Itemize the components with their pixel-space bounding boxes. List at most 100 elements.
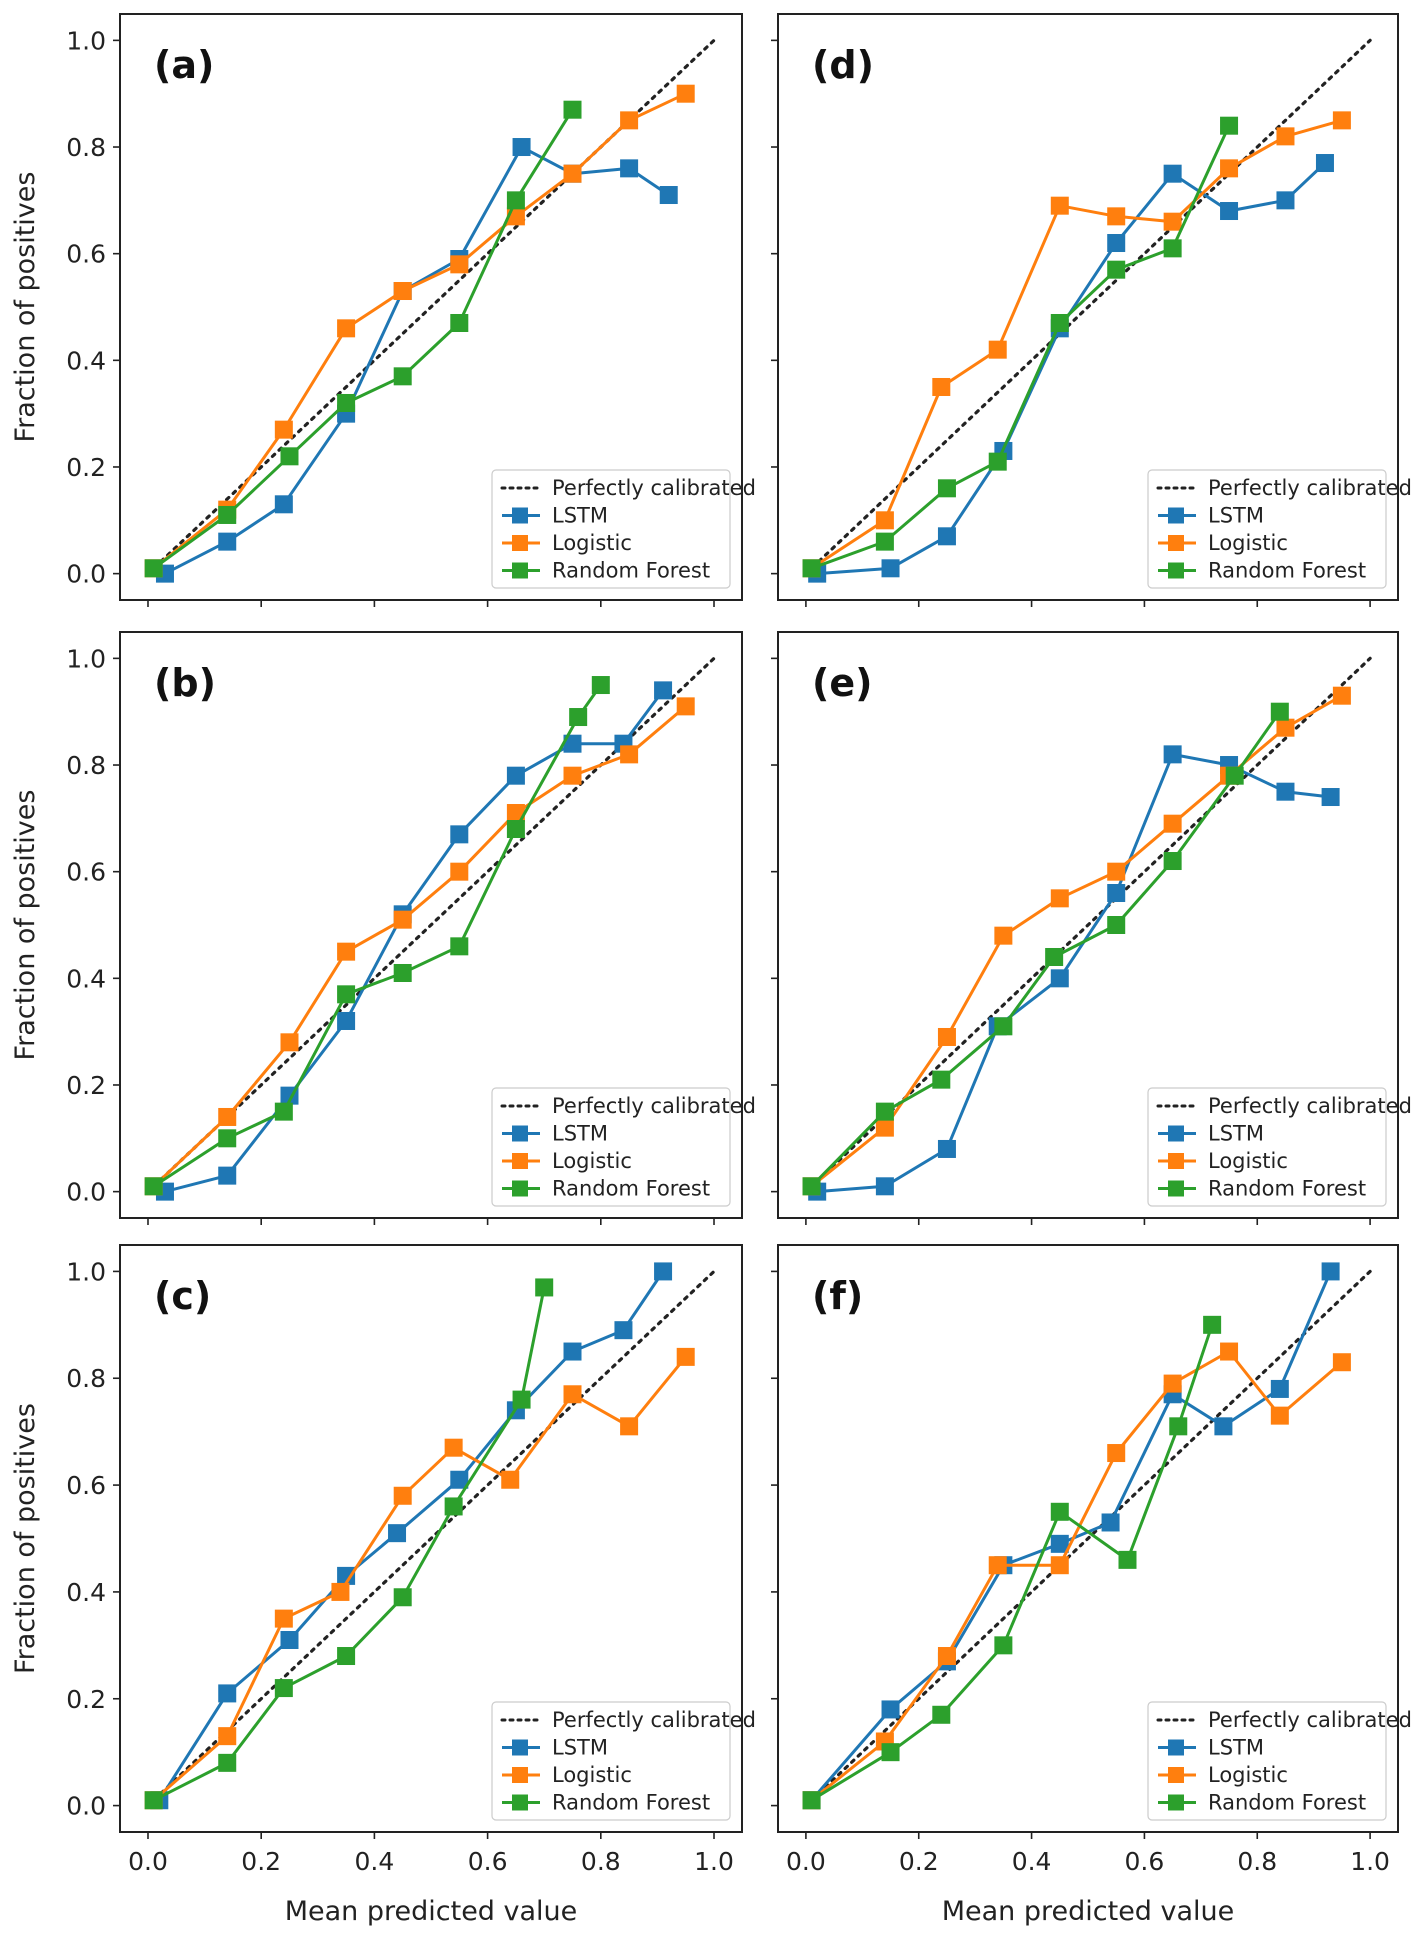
lstm-point (1315, 154, 1334, 173)
y-tick-label: 0.8 (66, 751, 106, 780)
x-axis-label: Mean predicted value (285, 1896, 578, 1927)
y-tick-label: 1.0 (66, 644, 106, 673)
logistic-point (1107, 862, 1126, 881)
x-tick-label: 0.8 (1237, 1847, 1277, 1876)
x-tick-label: 0.0 (128, 1847, 168, 1876)
logistic-point (620, 1417, 639, 1436)
logistic-point (875, 1118, 894, 1137)
legend-marker-random-forest (1168, 562, 1184, 579)
lstm-point (1050, 1534, 1069, 1553)
logistic-point (1220, 159, 1239, 178)
panel-tag: (a) (154, 43, 214, 87)
legend-label-logistic: Logistic (552, 531, 632, 555)
random-forest-point (1118, 1550, 1137, 1569)
legend-label-logistic: Logistic (552, 1149, 632, 1173)
y-tick-label: 0.0 (66, 560, 106, 589)
legend-marker-logistic (512, 1153, 528, 1169)
lstm-point (1163, 745, 1182, 764)
legend: Perfectly calibrated LSTM Logistic Random F… (491, 1701, 756, 1821)
random-forest-point (937, 479, 956, 498)
logistic-point (444, 1438, 463, 1457)
lstm-point (1214, 1417, 1233, 1436)
perfectly-calibrated-line (804, 1269, 1372, 1808)
logistic-point (280, 1033, 299, 1052)
legend-label-random-forest: Random Forest (552, 559, 710, 583)
random-forest-point (875, 1102, 894, 1121)
random-forest-point (1225, 766, 1244, 785)
legend-marker-logistic (1168, 1153, 1184, 1169)
random-forest-point (512, 1390, 531, 1409)
y-tick-label: 0.6 (66, 240, 106, 269)
logistic-point (937, 1027, 956, 1046)
legend-marker-random-forest (512, 1180, 528, 1197)
logistic-point (1050, 1556, 1069, 1575)
random-forest-point (591, 676, 610, 695)
lstm-point (1220, 202, 1239, 221)
random-forest-point (1045, 947, 1064, 966)
logistic-point (1050, 196, 1069, 215)
logistic-point (450, 862, 469, 881)
lstm-point (388, 1524, 407, 1543)
legend-label-lstm: LSTM (552, 504, 608, 528)
legend-label-lstm: LSTM (1208, 1736, 1264, 1760)
legend-marker-lstm (1168, 1125, 1184, 1142)
lstm-point (937, 1139, 956, 1158)
random-forest-point (444, 1497, 463, 1516)
random-forest-point (569, 708, 588, 727)
legend: Perfectly calibrated LSTM Logistic Random F… (1147, 1087, 1412, 1207)
lstm-point (218, 1166, 237, 1185)
y-tick-label: 0.2 (66, 1685, 106, 1714)
lstm-point (1270, 1379, 1289, 1398)
random-forest-point (1107, 916, 1126, 934)
random-forest-point (875, 532, 894, 551)
lstm-point (1163, 164, 1182, 183)
logistic-point (620, 745, 639, 764)
legend: Perfectly calibrated LSTM Logistic Random F… (1147, 1701, 1412, 1821)
logistic-point (274, 420, 293, 439)
lstm-point (563, 734, 582, 753)
y-tick-label: 0.2 (66, 1071, 106, 1100)
panel-tag: (f) (812, 1274, 863, 1318)
legend-marker-lstm (512, 1125, 528, 1142)
legend-label-random-forest: Random Forest (1208, 559, 1366, 583)
random-forest-point (280, 447, 299, 466)
legend-marker-lstm (512, 507, 528, 524)
perfectly-calibrated-line (146, 1269, 716, 1808)
logistic-point (994, 926, 1013, 945)
logistic-point (932, 377, 951, 396)
x-tick-label: 0.4 (355, 1847, 395, 1876)
random-forest-point (881, 1743, 900, 1762)
legend: Perfectly calibrated LSTM Logistic Random F… (491, 469, 756, 589)
lstm-point (659, 186, 678, 205)
legend-label-perfectly-calibrated: Perfectly calibrated (552, 1094, 756, 1118)
panel-f: 0.0 0.2 0.4 0.6 0.8 1.0 Mean predicted value (f… (771, 1244, 1412, 1927)
logistic-point (1107, 207, 1126, 226)
legend-label-perfectly-calibrated: Perfectly calibrated (552, 476, 756, 500)
lstm-point (1321, 788, 1340, 807)
random-forest-point (988, 452, 1007, 471)
panel-c: 0.0 0.2 0.4 0.6 0.8 1.0 0.0 0.2 0.4 0.6 0.8 1.0 Frac… (10, 1244, 756, 1927)
random-forest-point (337, 393, 356, 412)
random-forest-point (1050, 313, 1069, 332)
logistic-point (988, 340, 1007, 359)
random-forest-line (152, 108, 574, 570)
lstm-point (1101, 1513, 1120, 1532)
logistic-line (152, 92, 687, 570)
logistic-point (563, 1385, 582, 1404)
logistic-point (1163, 212, 1182, 231)
logistic-point (337, 319, 356, 338)
x-tick-label: 0.2 (241, 1847, 281, 1876)
random-forest-point (1107, 260, 1126, 279)
lstm-point (337, 1566, 356, 1585)
panel-b: 0.0 0.2 0.4 0.6 0.8 1.0 Fraction of positives (… (10, 631, 756, 1225)
random-forest-point (393, 963, 412, 982)
lstm-point (1321, 1262, 1340, 1281)
panel-d: (d) Perfectly calibrated LSTM Logistic Rando… (771, 13, 1412, 607)
legend-marker-lstm (512, 1739, 528, 1756)
lstm-point (654, 681, 673, 700)
legend-box (1147, 469, 1387, 589)
random-forest-point (450, 313, 469, 332)
legend-box (1147, 1701, 1387, 1821)
y-axis-label: Fraction of positives (10, 172, 41, 443)
random-forest-point (506, 820, 525, 839)
